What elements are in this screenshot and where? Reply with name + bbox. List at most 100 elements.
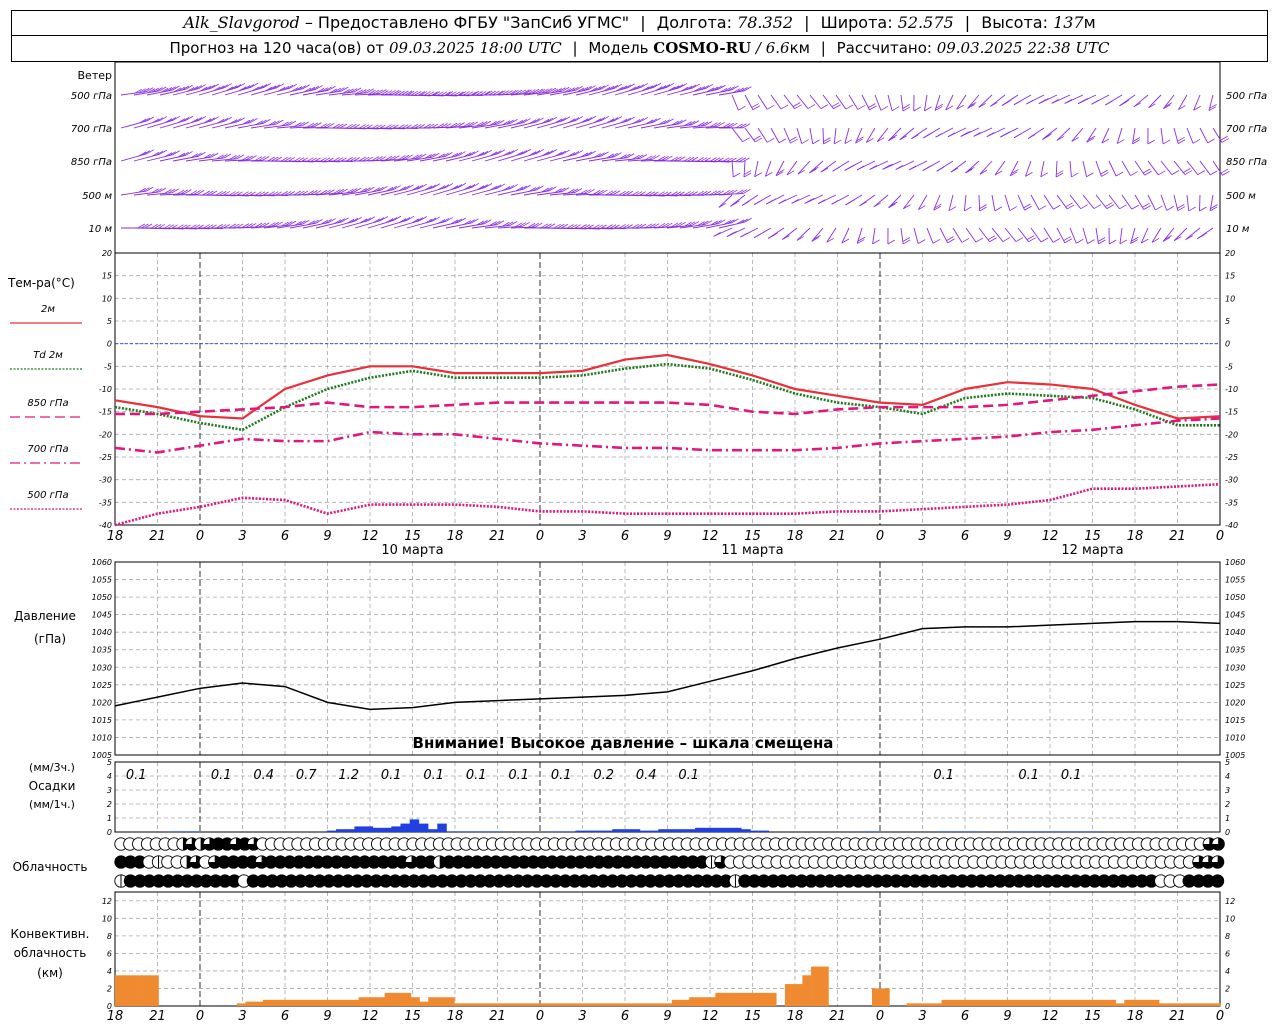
wind-barb-flag [392, 155, 400, 161]
wind-barb [887, 94, 893, 111]
wind-barb [614, 158, 640, 162]
wind-barb-flag [381, 90, 389, 95]
wind-barb-flag [1188, 206, 1196, 212]
wind-barb [965, 227, 977, 243]
temp-legend-label: Td 2м [33, 350, 63, 361]
wind-barb-flag [142, 117, 151, 123]
wind-barb [705, 89, 732, 96]
wind-barb-flag [510, 184, 518, 189]
wind-barb-flag [903, 204, 911, 210]
wind-barb-flag [948, 206, 957, 212]
wind-barb [250, 194, 275, 197]
wind-barb-flag [754, 172, 762, 178]
wind-barb-flag [522, 221, 530, 227]
wind-barb-flag [1208, 106, 1217, 112]
wind-barb [1212, 160, 1223, 176]
wind-barb-flag [738, 105, 746, 111]
wind-barb-flag [203, 85, 212, 91]
temp-ytick-right: -20 [1225, 430, 1238, 439]
wind-barb-flag [181, 85, 190, 91]
wind-barb-flag [340, 188, 348, 194]
wind-barb-flag [890, 201, 898, 207]
wind-barb [1116, 127, 1123, 144]
wind-barb-flag [1222, 170, 1230, 176]
wind-barb-flag [437, 185, 446, 191]
wind-barb-flag [753, 135, 761, 141]
wind-barb [380, 188, 407, 196]
wind-barb-flag [415, 154, 423, 159]
wind-barb-flag [294, 221, 302, 226]
conv-bar [141, 975, 151, 1006]
wind-barb-flag [562, 116, 571, 122]
wind-barb-flag [573, 224, 581, 230]
precip-3h-value: 0.1 [933, 768, 954, 783]
wind-barb-flag [683, 156, 691, 162]
wind-barb-flag [1109, 239, 1117, 245]
wind-barb-flag [623, 117, 632, 123]
wind-barb-flag [888, 203, 896, 209]
conv-bar [254, 1001, 264, 1006]
wind-barb-flag [142, 187, 150, 193]
precip-bar [713, 827, 724, 832]
wind-barb-flag [1024, 205, 1032, 211]
wind-barb-flag [476, 220, 484, 226]
wind-barb-flag [651, 223, 660, 229]
wind-barb-flag [545, 88, 553, 93]
wind-barb [419, 155, 446, 162]
wind-barb-flag [371, 89, 380, 95]
conv-bar [297, 999, 307, 1006]
wind-barb-flag [297, 121, 306, 127]
wind-barb-flag [616, 86, 624, 92]
wind-barb [146, 119, 174, 129]
wind-barb [679, 125, 705, 129]
alt-unit: м [1083, 13, 1096, 32]
wind-barb-flag [245, 223, 253, 228]
wind-barb [575, 119, 603, 129]
wind-barb [770, 94, 782, 110]
wind-barb-flag [241, 223, 250, 228]
wind-barb-flag [855, 138, 863, 144]
wind-barb [393, 220, 421, 229]
wind-barb [965, 160, 980, 174]
wind-barb [666, 87, 693, 96]
wind-barb-flag [704, 220, 713, 225]
wind-barb-flag [379, 156, 387, 161]
wind-barb-flag [1013, 100, 1022, 106]
wind-barb-flag [1056, 136, 1065, 141]
wind-barb-flag [739, 189, 748, 194]
conv-xtick: 0 [536, 1009, 544, 1024]
wind-barb-flag [142, 150, 151, 156]
wind-barb [575, 155, 602, 162]
wind-barb-flag [648, 223, 656, 229]
conv-bar [602, 1003, 612, 1006]
wind-barb-flag [1133, 102, 1142, 108]
wind-barb-flag [155, 87, 163, 92]
wind-barb [945, 94, 954, 111]
wind-barb-flag [345, 123, 353, 129]
wind-barb-flag [198, 84, 206, 89]
wind-barb-flag [766, 104, 775, 110]
wind-barb-flag [632, 85, 641, 91]
wind-barb-flag [419, 216, 428, 221]
wind-barb-flag [366, 88, 374, 94]
lon-value: 78.352 [737, 13, 794, 32]
wind-barb [237, 194, 262, 197]
wind-barb-flag [873, 202, 882, 208]
wind-barb-flag [346, 88, 354, 94]
wind-barb-flag [388, 155, 397, 161]
wind-barb-flag [501, 90, 510, 95]
wind-barb-flag [233, 84, 242, 89]
wind-barb-flag [730, 189, 738, 195]
wind-barb-flag [553, 223, 561, 229]
wind-barb-flag [691, 120, 700, 125]
pressure-ytick-left: 1045 [92, 611, 112, 620]
wind-barb [237, 159, 263, 162]
wind-barb-flag [1023, 203, 1031, 209]
wind-barb [510, 121, 537, 129]
conv-bar [967, 999, 977, 1006]
wind-barb-flag [489, 151, 498, 157]
wind-barb-flag [619, 154, 627, 159]
temp-date-label: 11 марта [721, 543, 783, 558]
conv-bar [880, 988, 890, 1006]
wind-barb-flag [536, 185, 544, 191]
